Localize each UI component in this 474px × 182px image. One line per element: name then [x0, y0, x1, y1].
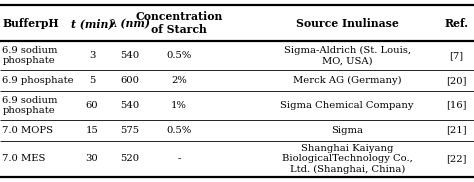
Text: Sigma: Sigma — [331, 126, 363, 135]
Text: 7.0 MES: 7.0 MES — [2, 154, 46, 163]
Text: Shanghai Kaiyang
BiologicalTechnology Co.,
Ltd. (Shanghai, China): Shanghai Kaiyang BiologicalTechnology Co… — [282, 144, 413, 174]
Text: Source Inulinase: Source Inulinase — [296, 18, 399, 29]
Text: 520: 520 — [120, 154, 139, 163]
Text: 6.9 sodium
phosphate: 6.9 sodium phosphate — [2, 46, 58, 65]
Text: 5: 5 — [89, 76, 95, 85]
Text: 15: 15 — [85, 126, 99, 135]
Text: 2%: 2% — [171, 76, 187, 85]
Text: Ref.: Ref. — [444, 18, 468, 29]
Text: 60: 60 — [86, 101, 98, 110]
Text: Concentration
of Starch: Concentration of Starch — [135, 11, 223, 35]
Text: t (min): t (min) — [71, 18, 113, 29]
Text: 7.0 MOPS: 7.0 MOPS — [2, 126, 54, 135]
Text: 0.5%: 0.5% — [166, 51, 191, 60]
Text: 0.5%: 0.5% — [166, 126, 191, 135]
Text: [7]: [7] — [449, 51, 463, 60]
Text: Merck AG (Germany): Merck AG (Germany) — [293, 76, 401, 85]
Text: [20]: [20] — [446, 76, 466, 85]
Text: 540: 540 — [120, 101, 139, 110]
Text: 600: 600 — [120, 76, 139, 85]
Text: [22]: [22] — [446, 154, 466, 163]
Text: λ (nm): λ (nm) — [109, 18, 150, 29]
Text: 540: 540 — [120, 51, 139, 60]
Text: 3: 3 — [89, 51, 95, 60]
Text: 30: 30 — [86, 154, 98, 163]
Text: 6.9 phosphate: 6.9 phosphate — [2, 76, 74, 85]
Text: Sigma Chemical Company: Sigma Chemical Company — [281, 101, 414, 110]
Text: BufferpH: BufferpH — [2, 18, 59, 29]
Text: 575: 575 — [120, 126, 139, 135]
Text: [21]: [21] — [446, 126, 466, 135]
Text: [16]: [16] — [446, 101, 466, 110]
Text: Sigma-Aldrich (St. Louis,
MO, USA): Sigma-Aldrich (St. Louis, MO, USA) — [283, 46, 411, 65]
Text: -: - — [177, 154, 181, 163]
Text: 1%: 1% — [171, 101, 187, 110]
Text: 6.9 sodium
phosphate: 6.9 sodium phosphate — [2, 96, 58, 115]
